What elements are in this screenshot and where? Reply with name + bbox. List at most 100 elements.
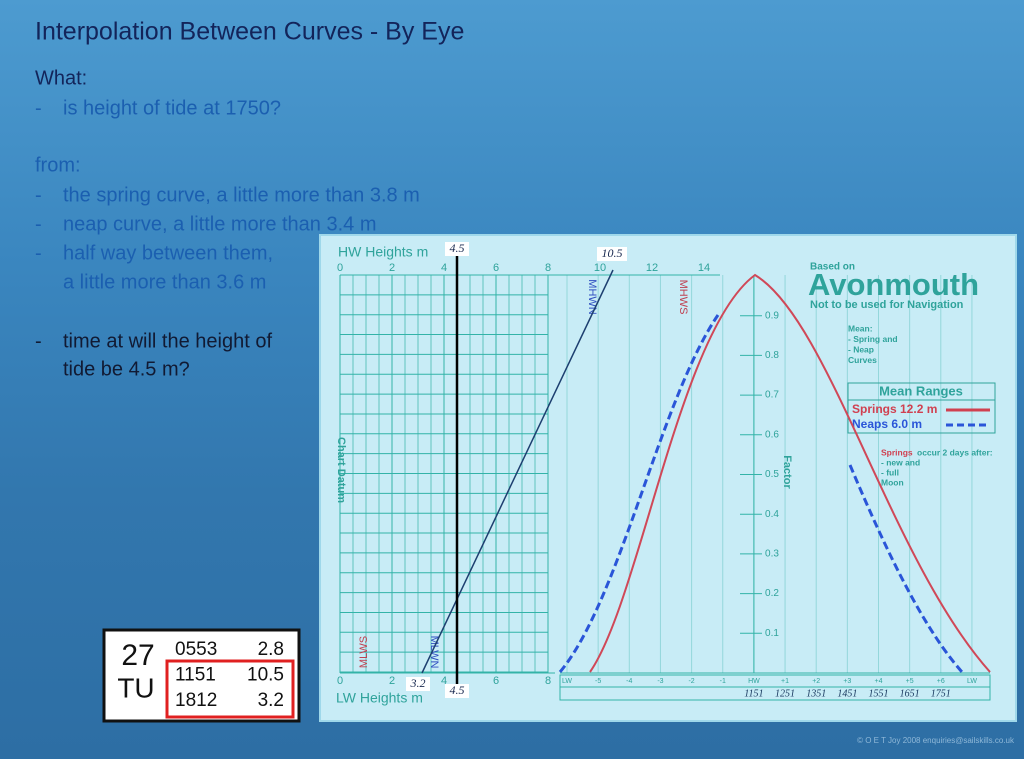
tick-bg	[762, 389, 782, 402]
tide-height: 2.8	[258, 639, 284, 660]
time-label: 1251	[775, 688, 795, 699]
highlight-box	[165, 659, 295, 719]
time-label: 1551	[869, 688, 889, 699]
weekday: TU	[117, 672, 154, 703]
hour-label: -2	[688, 678, 694, 685]
tick-bg	[762, 428, 782, 441]
tick-bg	[762, 627, 782, 640]
annotation-bg	[445, 242, 469, 256]
level-label: MLWN	[428, 636, 440, 669]
factor-tick-label: 0.7	[765, 390, 779, 401]
hour-label: +3	[843, 678, 851, 685]
annotation-bg	[445, 684, 469, 698]
hw-tick-label: 10	[594, 262, 606, 274]
diagram-panel	[319, 234, 1017, 722]
mean-note: Curves	[848, 355, 877, 365]
springs-note: Moon	[881, 477, 904, 487]
tick-bg	[762, 587, 782, 600]
text: a little more than 3.6 m	[63, 271, 266, 293]
tide-time: 1151	[175, 665, 216, 686]
mean-note: - Neap	[848, 344, 874, 354]
tide-time: 0553	[175, 639, 217, 660]
factor-tick-label: 0.5	[765, 469, 779, 480]
spring-curve	[589, 273, 991, 673]
legend-title: Mean Ranges	[879, 383, 963, 398]
tick-bg	[762, 547, 782, 560]
hour-label: -1	[720, 678, 726, 685]
text: the spring curve, a little more than 3.8…	[63, 184, 420, 206]
level-label: MHWS	[677, 280, 689, 315]
based-on: Based on	[810, 262, 855, 273]
port-name: Avonmouth	[808, 267, 979, 302]
time-label: 1351	[806, 688, 826, 699]
legend-neaps: Neaps 6.0 m	[852, 417, 922, 431]
text: is height of tide at 1750?	[63, 97, 281, 119]
tide-height: 10.5	[247, 665, 284, 686]
axis-title: HW Heights m	[338, 244, 428, 260]
text: from:	[35, 154, 81, 176]
legend-springs: Springs 12.2 m	[852, 402, 937, 416]
level-label: MHWN	[586, 279, 598, 314]
time-row	[559, 686, 991, 701]
hw-tick-label: 14	[698, 262, 710, 274]
text: What:	[35, 67, 87, 89]
lw-tick-label: 4	[441, 675, 447, 687]
hw-tick-label: 8	[545, 262, 551, 274]
hw-tick-label: 6	[493, 262, 499, 274]
hw-tick-label: 12	[646, 262, 658, 274]
mean-note: - Spring and	[848, 334, 898, 344]
axis-title: LW Heights m	[336, 690, 423, 706]
neap-curve	[848, 464, 964, 673]
range-line	[421, 269, 614, 674]
lw-tick-label: 6	[493, 675, 499, 687]
factor-tick-label: 0.6	[765, 429, 779, 440]
bullet-dash: -	[35, 97, 42, 119]
annotation: 4.5	[450, 683, 465, 697]
hw-tick-label: 2	[389, 262, 395, 274]
neap-curve	[558, 314, 720, 673]
text: time at will the height of	[63, 330, 272, 352]
legend-box	[847, 382, 996, 434]
annotation: 4.5	[450, 241, 465, 255]
hour-label: +5	[906, 678, 914, 685]
axis-title: Chart Datum	[335, 437, 347, 503]
axis-title: Factor	[781, 455, 793, 489]
tide-table	[102, 628, 301, 723]
bullet-dash: -	[35, 184, 42, 206]
tide-time: 1812	[175, 690, 217, 711]
tick-bg	[762, 349, 782, 362]
time-label: 1651	[900, 688, 920, 699]
hour-label: -4	[626, 678, 632, 685]
level-label: MLWS	[358, 636, 370, 668]
factor-tick-label: 0.2	[765, 588, 779, 599]
slide-title: Interpolation Between Curves - By Eye	[35, 18, 464, 46]
hour-label: +2	[812, 678, 820, 685]
warning: Not to be used for Navigation	[810, 299, 964, 311]
factor-tick-label: 0.8	[765, 350, 779, 361]
copyright: © O E T Joy 2008 enquiries@sailskills.co…	[857, 736, 1015, 745]
springs-note: Springs	[881, 447, 913, 457]
tide-height: 3.2	[258, 690, 284, 711]
factor-tick-label: 0.1	[765, 628, 779, 639]
lw-tick-label: 8	[545, 675, 551, 687]
hour-label: LW	[967, 678, 977, 685]
hour-label: +1	[781, 678, 789, 685]
factor-tick-label: 0.9	[765, 310, 779, 321]
hour-label: LW	[562, 678, 572, 685]
time-label: 1451	[837, 688, 857, 699]
springs-note: - full	[881, 467, 899, 477]
factor-tick-label: 0.3	[765, 549, 779, 560]
bullet-dash: -	[35, 242, 42, 264]
springs-note: occur 2 days after:	[917, 447, 993, 457]
hour-label: +4	[875, 678, 883, 685]
factor-tick-label: 0.4	[765, 509, 779, 520]
annotation-bg	[597, 247, 627, 261]
text: neap curve, a little more than 3.4 m	[63, 213, 377, 235]
lw-tick-label: 2	[389, 675, 395, 687]
hour-label: -5	[595, 678, 601, 685]
time-label: 1751	[931, 688, 951, 699]
springs-note: - new and	[881, 457, 920, 467]
bullet-dash: -	[35, 330, 42, 352]
